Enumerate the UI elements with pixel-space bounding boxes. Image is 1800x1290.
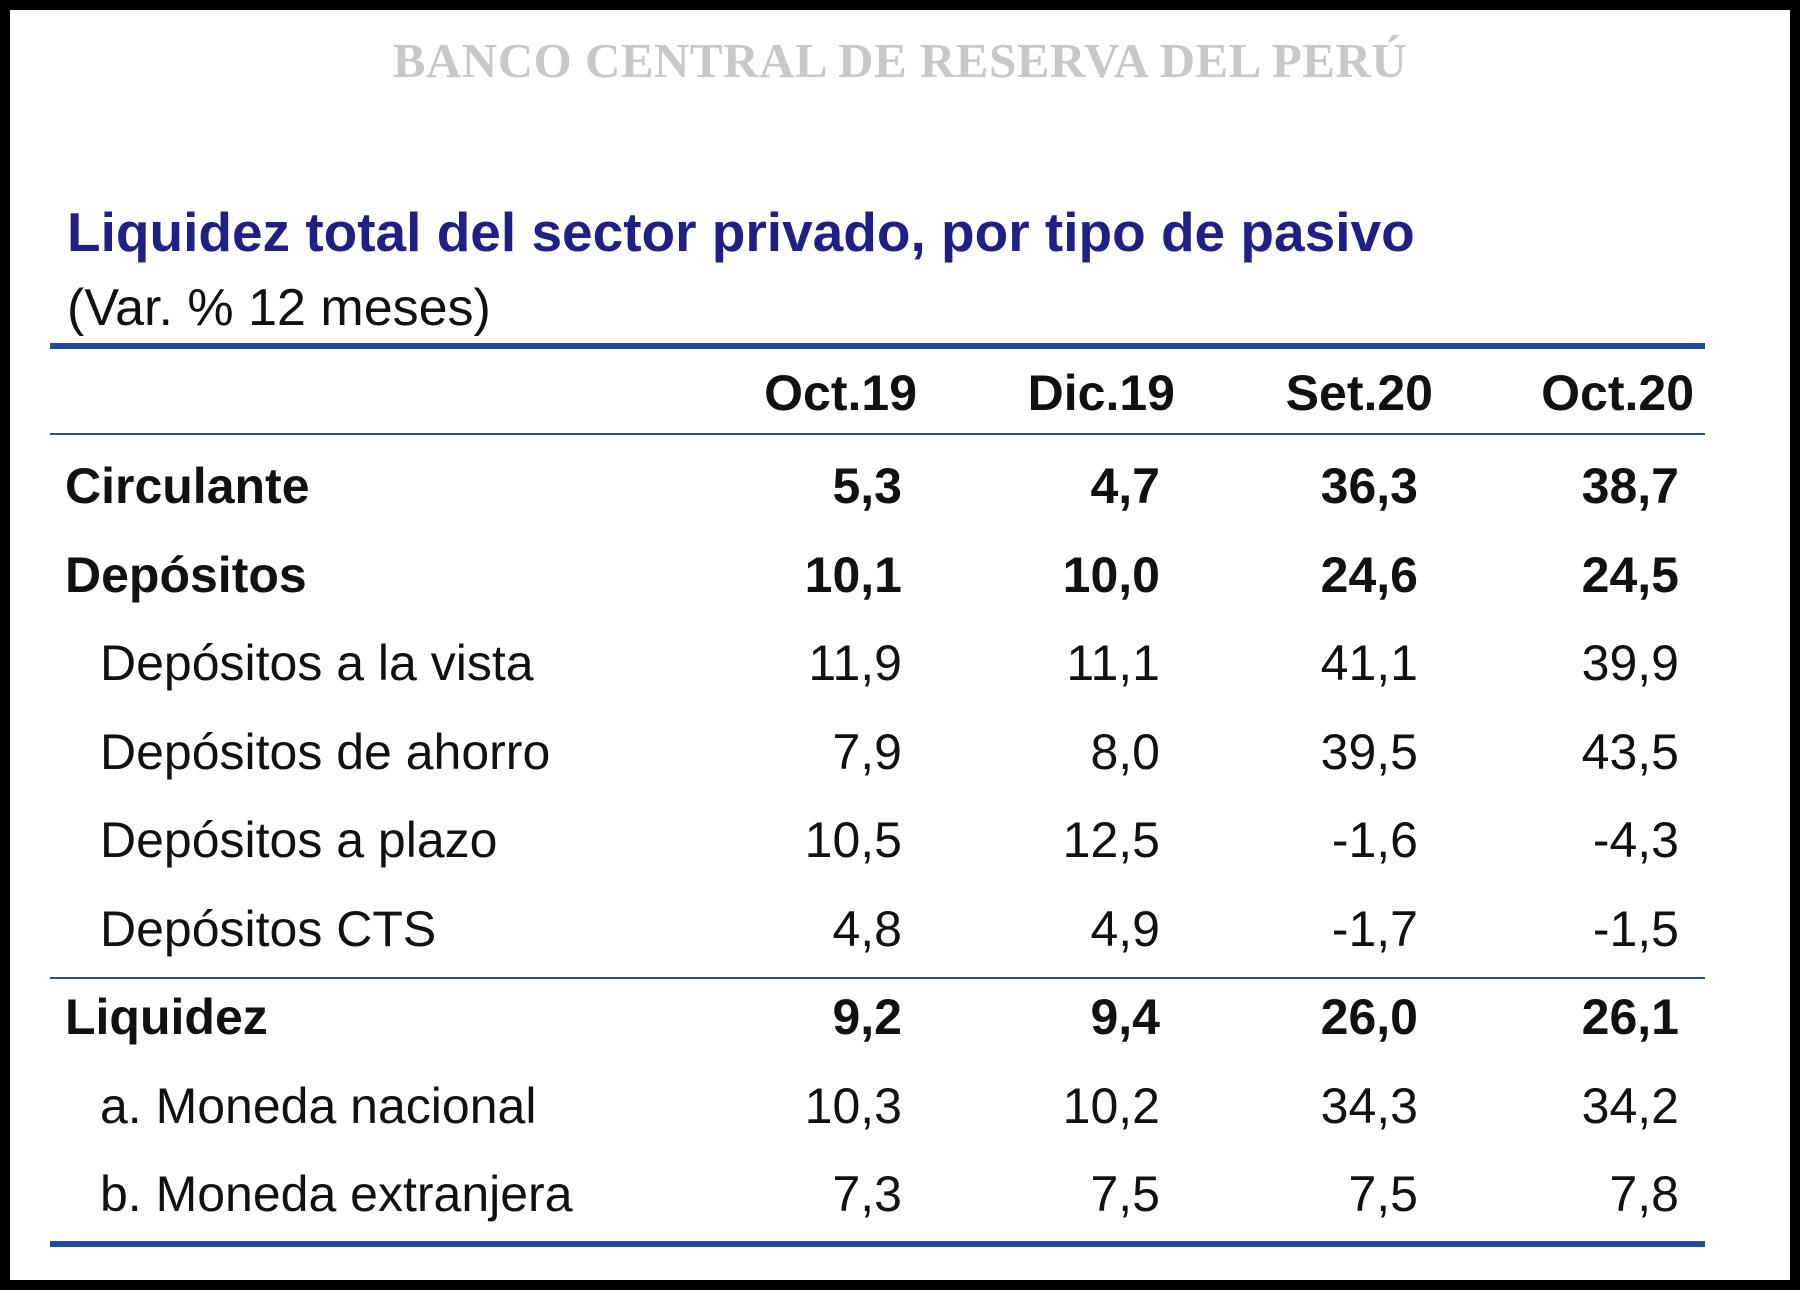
table-row: b. Moneda extranjera 7,3 7,5 7,5 7,8	[50, 1150, 1705, 1239]
data-cell: 10,2	[1062, 1077, 1160, 1134]
data-cell: 43,5	[1581, 723, 1679, 780]
data-cell: 9,2	[832, 989, 902, 1046]
table-subtitle: (Var. % 12 meses)	[67, 279, 491, 337]
row-label: Depósitos a plazo	[100, 812, 498, 869]
data-cell: 39,5	[1320, 723, 1418, 780]
row-label: b. Moneda extranjera	[100, 1166, 573, 1223]
column-header: Set.20	[1285, 364, 1433, 421]
data-cell: 10,1	[804, 546, 902, 603]
data-cell: 7,3	[832, 1166, 902, 1223]
data-cell: 41,1	[1320, 635, 1418, 692]
row-label: Depósitos	[65, 546, 307, 603]
table-row: Depósitos de ahorro 7,9 8,0 39,5 43,5	[50, 708, 1705, 797]
data-cell: -1,6	[1331, 812, 1418, 869]
corner-cell	[50, 355, 670, 430]
bottom-rule	[50, 1241, 1705, 1247]
data-cell: 7,5	[1348, 1166, 1418, 1223]
data-cell: 26,0	[1320, 989, 1418, 1046]
data-cell: 26,1	[1581, 989, 1679, 1046]
table-row: Circulante 5,3 4,7 36,3 38,7	[50, 442, 1705, 531]
column-header-row: Oct.19 Dic.19 Set.20 Oct.20	[50, 355, 1705, 430]
data-cell: 11,9	[808, 635, 902, 692]
data-cell: 10,0	[1062, 546, 1160, 603]
data-table: Oct.19 Dic.19 Set.20 Oct.20 Circulante 5…	[50, 355, 1705, 1239]
data-cell: 39,9	[1581, 635, 1679, 692]
data-cell: 7,9	[832, 723, 902, 780]
data-cell: 4,8	[832, 900, 902, 957]
data-cell: -1,5	[1592, 900, 1679, 957]
data-cell: 36,3	[1320, 458, 1418, 515]
institution-header: BANCO CENTRAL DE RESERVA DEL PERÚ	[392, 33, 1408, 88]
data-cell: 10,3	[804, 1077, 902, 1134]
data-cell: 34,3	[1320, 1077, 1418, 1134]
table-title: Liquidez total del sector privado, por t…	[67, 201, 1415, 263]
column-header: Dic.19	[1027, 364, 1175, 421]
top-rule	[50, 343, 1705, 349]
data-cell: 8,0	[1090, 723, 1160, 780]
data-cell: -1,7	[1331, 900, 1418, 957]
data-cell: 10,5	[804, 812, 902, 869]
table-row: Depósitos a plazo 10,5 12,5 -1,6 -4,3	[50, 796, 1705, 885]
data-cell: 24,6	[1320, 546, 1418, 603]
row-label: Depósitos a la vista	[100, 635, 534, 692]
data-cell: 34,2	[1581, 1077, 1679, 1134]
data-cell: -4,3	[1592, 812, 1679, 869]
slide: BANCO CENTRAL DE RESERVA DEL PERÚ Liquid…	[10, 10, 1790, 1280]
data-cell: 5,3	[832, 458, 902, 515]
table-row: Depósitos a la vista 11,9 11,1 41,1 39,9	[50, 619, 1705, 708]
header-rule	[50, 433, 1705, 435]
row-label: Liquidez	[65, 989, 268, 1046]
column-header: Oct.19	[764, 364, 917, 421]
data-cell: 4,7	[1090, 458, 1160, 515]
data-cell: 38,7	[1581, 458, 1679, 515]
section-rule	[50, 977, 1705, 979]
table-row: Depósitos 10,1 10,0 24,6 24,5	[50, 531, 1705, 620]
row-label: Depósitos CTS	[100, 900, 437, 957]
data-cell: 9,4	[1090, 989, 1160, 1046]
row-label: Depósitos de ahorro	[100, 723, 551, 780]
data-cell: 12,5	[1062, 812, 1160, 869]
data-cell: 7,5	[1090, 1166, 1160, 1223]
data-cell: 7,8	[1609, 1166, 1679, 1223]
row-label: a. Moneda nacional	[100, 1077, 537, 1134]
table-row: a. Moneda nacional 10,3 10,2 34,3 34,2	[50, 1062, 1705, 1151]
data-cell: 11,1	[1066, 635, 1160, 692]
data-cell: 24,5	[1581, 546, 1679, 603]
data-cell: 4,9	[1090, 900, 1160, 957]
row-label: Circulante	[65, 458, 310, 515]
table-row: Depósitos CTS 4,8 4,9 -1,7 -1,5	[50, 885, 1705, 974]
table-row: Liquidez 9,2 9,4 26,0 26,1	[50, 973, 1705, 1062]
column-header: Oct.20	[1541, 364, 1694, 421]
